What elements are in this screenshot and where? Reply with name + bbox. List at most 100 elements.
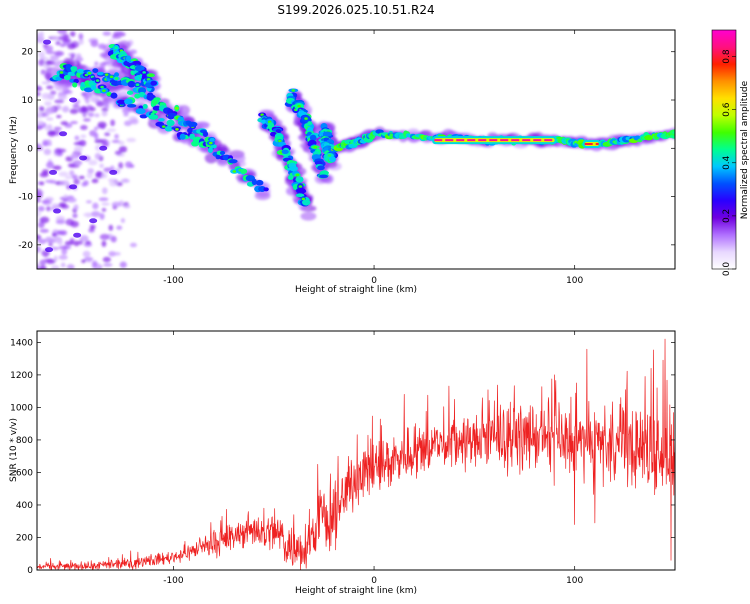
spectrogram-noise-point bbox=[53, 208, 62, 214]
spectrogram-noise-blob bbox=[69, 31, 76, 37]
snr-x-ticks: -100 0 100 bbox=[163, 331, 584, 586]
snr-frame bbox=[36, 330, 676, 571]
spectrogram-ridge-blob bbox=[328, 156, 336, 163]
spectrogram-noise-blob bbox=[39, 265, 47, 269]
snr-y-tick-label: 600 bbox=[16, 468, 33, 478]
spectrogram-noise-blob bbox=[70, 53, 75, 60]
spectrogram-noise-blob bbox=[103, 263, 113, 267]
spectrogram-ridge-blob bbox=[70, 66, 77, 73]
spectrogram-ridge-peak bbox=[107, 92, 111, 96]
spectrogram-noise-blob bbox=[57, 239, 63, 246]
spectrogram-noise-blob bbox=[123, 112, 129, 117]
spectrogram-noise-blob bbox=[83, 180, 89, 186]
spectrogram-noise-blob bbox=[94, 113, 100, 118]
snr-x-tick-label: 0 bbox=[371, 576, 377, 586]
spectrogram-noise-blob bbox=[73, 204, 79, 211]
spectrogram-ridge-blob bbox=[152, 105, 161, 111]
spectrogram-noise-blob bbox=[40, 56, 50, 60]
colorbar-gradient bbox=[711, 29, 737, 270]
spectrogram-noise-blob bbox=[108, 224, 114, 231]
spectrogram-ridge-blob bbox=[65, 64, 73, 71]
spectrogram-ridge-blob bbox=[240, 168, 248, 174]
spectrogram-noise-blob bbox=[76, 53, 82, 60]
spectrogram-noise-blob bbox=[73, 178, 80, 185]
spectrogram-noise-blob bbox=[56, 231, 66, 235]
spectrogram-noise-blob bbox=[39, 228, 50, 233]
spectrogram-ridge-peak bbox=[175, 128, 179, 131]
spectrogram-noise-blob bbox=[130, 118, 139, 125]
spectrogram-ridge-peak bbox=[142, 71, 146, 74]
spectrogram-noise-blob bbox=[69, 108, 79, 114]
snr-y-tick-label: 1400 bbox=[10, 338, 33, 348]
spectrogram-ridge-blob bbox=[309, 134, 317, 142]
spectrogram-ridge-blob bbox=[634, 135, 641, 140]
spectrogram-halo bbox=[195, 121, 210, 128]
spectrogram-ridge-blob bbox=[126, 55, 132, 62]
spectrogram-noise-blob bbox=[58, 245, 69, 250]
spectrogram-noise-point bbox=[69, 97, 78, 103]
spectrogram-ridge-peak bbox=[232, 170, 237, 173]
spectrogram-y-label: Frequency (Hz) bbox=[9, 116, 19, 184]
spectrogram-noise-blob bbox=[45, 258, 56, 265]
spectrogram-noise-blob bbox=[39, 216, 50, 224]
spectrogram-noise-blob bbox=[109, 179, 118, 187]
spectrogram-noise-blob bbox=[80, 134, 87, 139]
spectrogram-noise-blob bbox=[69, 238, 75, 244]
spectrogram-ridge-blob bbox=[228, 159, 238, 164]
spectrogram-noise-blob bbox=[65, 156, 74, 162]
snr-y-ticks: 0 200 400 600 800 1000 1200 1400 bbox=[10, 338, 675, 576]
spectrogram-noise-blob bbox=[37, 119, 44, 126]
spectrogram-ridge-blob bbox=[96, 71, 105, 76]
spectrogram-ridge-blob bbox=[179, 133, 186, 140]
spectrogram-noise-blob bbox=[119, 261, 127, 268]
spectrogram-ridge-blob bbox=[126, 90, 134, 95]
spectrogram-ridge-peak bbox=[102, 89, 106, 92]
colorbar-ticks: 0.0 0.2 0.4 0.6 0.8 bbox=[722, 49, 736, 276]
spectrogram-noise-blob bbox=[37, 192, 43, 199]
spectrogram-ridge-blob bbox=[295, 193, 305, 198]
spectrogram-ridge-blob bbox=[63, 74, 71, 81]
spectrogram-noise-blob bbox=[91, 178, 99, 184]
spectrogram-noise-blob bbox=[99, 62, 107, 68]
spectrogram-noise-blob bbox=[101, 172, 108, 179]
spectrogram-noise-blob bbox=[94, 61, 99, 66]
spectrogram-noise-blob bbox=[129, 242, 137, 248]
spectrogram-noise-blob bbox=[106, 128, 117, 132]
spectrogram-noise-blob bbox=[49, 180, 57, 184]
spectrogram-noise-blob bbox=[37, 85, 42, 89]
spectrogram-x-tick-label: 100 bbox=[566, 276, 583, 286]
spectrogram-ridge-peak bbox=[135, 83, 140, 87]
spectrogram-noise-blob bbox=[81, 105, 87, 113]
spectrogram-noise-blob bbox=[87, 112, 95, 118]
snr-y-label: SNR (10 * v/v) bbox=[9, 418, 19, 482]
spectrogram-noise-blob bbox=[101, 111, 108, 117]
spectrogram-y-tick-label: -20 bbox=[18, 241, 33, 251]
snr-x-tick-label: -100 bbox=[163, 576, 184, 586]
spectrogram-noise-blob bbox=[44, 101, 52, 106]
spectrogram-noise-blob bbox=[101, 187, 108, 195]
spectrogram-noise-blob bbox=[104, 132, 111, 137]
spectrogram-noise-blob bbox=[57, 30, 68, 35]
spectrogram-noise-blob bbox=[93, 132, 99, 139]
spectrogram-ridge-blob bbox=[90, 84, 97, 91]
spectrogram-halo bbox=[300, 211, 317, 221]
spectrogram-noise-blob bbox=[81, 259, 86, 264]
spectrogram-noise-blob bbox=[118, 145, 128, 153]
spectrogram-halo bbox=[254, 191, 271, 201]
spectrogram-noise-blob bbox=[101, 107, 109, 112]
spectrogram-ridge-blob bbox=[207, 147, 213, 154]
spectrogram-noise-blob bbox=[38, 59, 45, 67]
spectrogram-ridge-peak bbox=[95, 79, 100, 82]
spectrogram-noise-blob bbox=[58, 171, 69, 177]
spectrogram-x-tick-label: 0 bbox=[371, 276, 377, 286]
spectrogram-noise-blob bbox=[73, 240, 80, 247]
spectrogram-noise-point bbox=[43, 39, 52, 45]
spectrogram-ridge-peak bbox=[327, 154, 332, 157]
snr-y-tick-label: 1000 bbox=[10, 403, 33, 413]
spectrogram-noise-blob bbox=[67, 43, 76, 50]
spectrogram-noise-blob bbox=[120, 178, 130, 184]
spectrogram-noise-blob bbox=[79, 235, 89, 242]
spectrogram-noise-blob bbox=[51, 35, 61, 41]
spectrogram-noise-blob bbox=[47, 239, 56, 244]
spectrogram-noise-blob bbox=[87, 168, 95, 174]
